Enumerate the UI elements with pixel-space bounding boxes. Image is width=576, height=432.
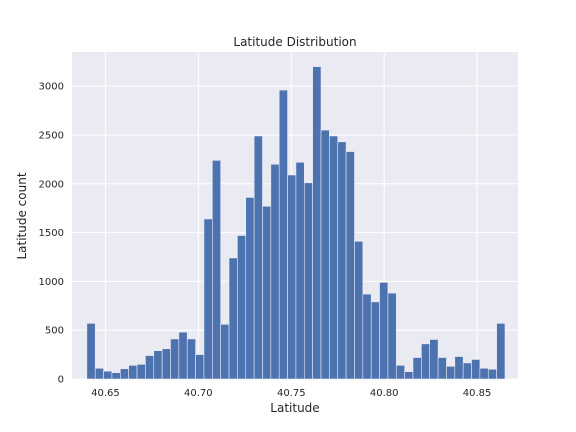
- histogram-bar: [153, 350, 163, 380]
- histogram-bar: [136, 364, 146, 380]
- histogram-bar: [421, 343, 431, 380]
- y-tick-label: 3000: [39, 82, 64, 93]
- histogram-bar: [186, 338, 196, 380]
- histogram-bar: [337, 141, 347, 380]
- histogram-bar: [429, 339, 439, 380]
- y-tick-label: 1500: [39, 228, 64, 239]
- histogram-bar: [262, 205, 272, 380]
- histogram-bar: [487, 368, 497, 380]
- histogram-bar: [295, 162, 305, 380]
- x-tick-label: 40.80: [370, 388, 399, 399]
- histogram-bar: [320, 129, 330, 380]
- histogram-bar: [446, 366, 456, 380]
- y-tick-labels: 0 500 1000 1500 2000 2500 3000: [39, 82, 64, 386]
- y-tick-label: 1000: [39, 277, 64, 288]
- histogram-bar: [303, 182, 313, 380]
- y-axis-label: Latitude count: [15, 172, 29, 259]
- histogram-bar: [312, 66, 322, 380]
- histogram-bar: [287, 174, 297, 380]
- histogram-bar: [270, 163, 280, 380]
- histogram-bar: [345, 151, 355, 380]
- histogram-bar: [111, 372, 121, 380]
- x-axis-label: Latitude: [270, 401, 319, 415]
- histogram-bar: [120, 368, 129, 380]
- histogram-bar: [245, 197, 255, 380]
- histogram-bar: [462, 362, 472, 380]
- histogram-bar: [203, 218, 213, 380]
- histogram-bar: [479, 367, 489, 380]
- histogram-bar: [370, 301, 380, 380]
- y-tick-label: 2500: [39, 130, 64, 141]
- y-tick-label: 0: [58, 375, 64, 386]
- histogram-bar: [228, 257, 238, 380]
- histogram-bar: [379, 282, 389, 380]
- histogram-bar: [404, 371, 414, 380]
- histogram-bar: [195, 354, 205, 380]
- chart-title: Latitude Distribution: [233, 35, 356, 49]
- histogram-bar: [362, 293, 372, 380]
- x-tick-label: 40.75: [277, 388, 306, 399]
- y-tick-label: 2000: [39, 179, 64, 190]
- histogram-bar: [496, 323, 506, 380]
- histogram-bar: [278, 89, 288, 380]
- x-tick-label: 40.85: [463, 388, 492, 399]
- histogram-bar: [253, 135, 263, 380]
- histogram-bar: [103, 370, 113, 380]
- histogram-bar: [387, 292, 397, 380]
- histogram-bar: [437, 357, 447, 380]
- histogram-bar: [128, 365, 138, 380]
- x-tick-label: 40.70: [184, 388, 213, 399]
- histogram-bar: [161, 348, 171, 380]
- x-tick-labels: 40.65 40.70 40.75 40.80 40.85: [91, 388, 491, 399]
- histogram-bar: [329, 135, 339, 380]
- histogram-bar: [354, 241, 364, 380]
- histogram-bar: [178, 331, 188, 380]
- histogram-bar: [471, 359, 481, 380]
- histogram-bars: [86, 66, 506, 380]
- x-tick-label: 40.65: [91, 388, 120, 399]
- histogram-bar: [212, 160, 221, 380]
- histogram-bar: [94, 367, 104, 380]
- y-tick-label: 500: [45, 326, 64, 337]
- histogram-bar: [145, 355, 155, 380]
- histogram-bar: [86, 323, 96, 380]
- histogram-bar: [170, 338, 180, 380]
- histogram-bar: [395, 365, 405, 380]
- histogram-bar: [237, 235, 247, 380]
- histogram-bar: [412, 357, 422, 380]
- histogram-bar: [220, 324, 230, 380]
- histogram-bar: [454, 356, 464, 380]
